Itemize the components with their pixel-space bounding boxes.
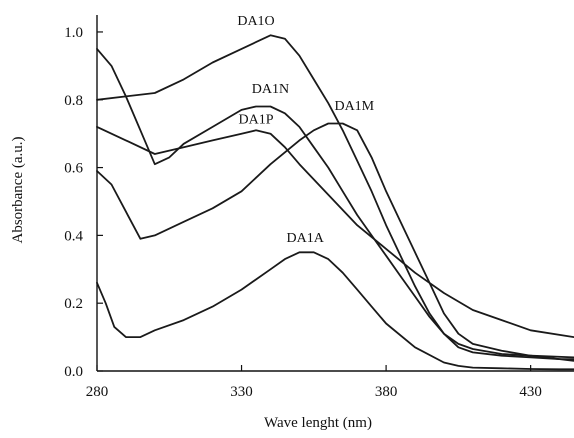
y-tick-label: 0.8 <box>64 93 83 109</box>
y-tick-label: 1.0 <box>64 25 83 41</box>
series-line-da1o <box>96 34 574 360</box>
series-line-da1a <box>96 251 574 371</box>
y-tick-label: 0.0 <box>64 364 83 380</box>
x-ticks: 280 330 380 430 <box>86 365 542 400</box>
x-tick-label: 380 <box>375 384 398 400</box>
series-label-da1p: DA1P <box>238 112 273 127</box>
y-axis-title: Absorbance (a.u.) <box>10 136 26 243</box>
y-tick-label: 0.4 <box>64 228 83 244</box>
series-label-da1o: DA1O <box>237 14 274 29</box>
y-tick-label: 0.6 <box>64 161 83 177</box>
x-tick-label: 330 <box>230 384 253 400</box>
series-line-da1n <box>96 48 574 359</box>
x-tick-label: 430 <box>519 384 542 400</box>
x-tick-label: 280 <box>86 384 109 400</box>
series-label-da1a: DA1A <box>286 231 324 246</box>
plot-lines <box>96 34 574 371</box>
y-tick-label: 0.2 <box>64 296 83 312</box>
series-labels: DA1O DA1N DA1P DA1M DA1A <box>237 14 374 246</box>
series-line-da1m <box>96 122 574 362</box>
series-label-da1n: DA1N <box>252 82 289 97</box>
x-axis-title: Wave lenght (nm) <box>264 415 372 431</box>
y-ticks: 0.0 0.2 0.4 0.6 0.8 1.0 <box>64 25 103 380</box>
series-line-da1p <box>96 126 574 338</box>
series-label-da1m: DA1M <box>334 99 374 114</box>
